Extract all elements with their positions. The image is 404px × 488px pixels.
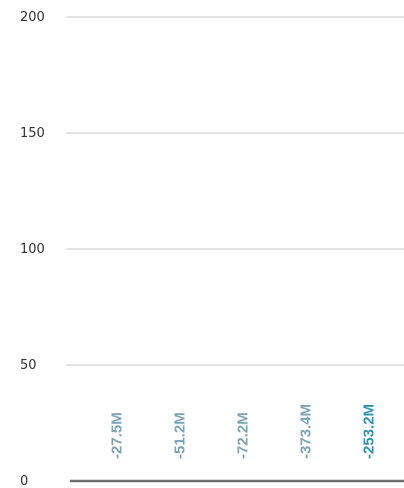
y-tick-label: 200 [20, 10, 45, 25]
bar-data-label: -253.2M [361, 404, 378, 459]
y-axis-ticks: 0 50 100 150 200 [20, 10, 45, 488]
y-tick-label: 50 [20, 358, 37, 373]
y-tick-label: 0 [20, 474, 28, 488]
y-tick-label: 150 [20, 126, 45, 141]
bar-data-label: -51.2M [172, 412, 189, 459]
data-labels: -27.5M -51.2M -72.2M -373.4M -253.2M [109, 404, 378, 459]
bar-data-label: -27.5M [109, 412, 126, 459]
bar-data-label: -373.4M [298, 404, 315, 459]
gridlines [66, 16, 404, 366]
bar-data-label: -72.2M [235, 412, 252, 459]
y-tick-label: 100 [20, 242, 45, 257]
